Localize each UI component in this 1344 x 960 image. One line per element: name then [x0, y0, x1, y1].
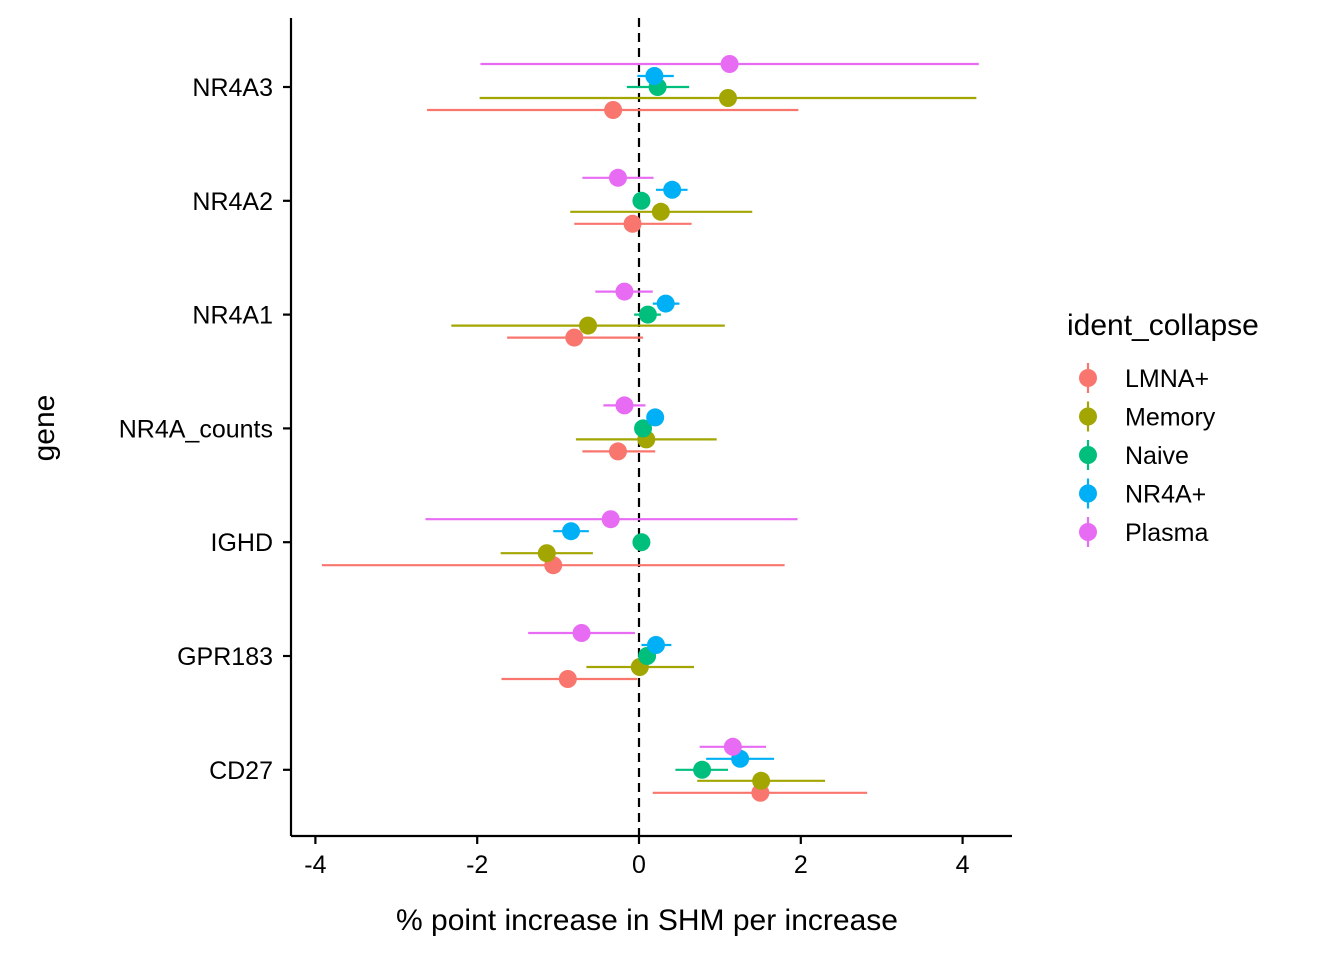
- data-point: [645, 67, 664, 85]
- legend-label: LMNA+: [1125, 365, 1209, 393]
- data-point: [632, 533, 651, 552]
- legend-item: NR4A+: [1079, 478, 1206, 509]
- data-point: [646, 408, 665, 427]
- legend-label: Naive: [1125, 442, 1189, 470]
- legend-items: LMNA+ Memory Naive NR4A+ Plasma: [1079, 363, 1216, 547]
- data-point: [608, 168, 627, 187]
- legend-title: ident_collapse: [1067, 309, 1259, 342]
- legend-key-dot: [1079, 446, 1097, 464]
- legend-item: Naive: [1079, 440, 1189, 470]
- series-lmna-: [321, 101, 868, 802]
- y-tick-label: NR4A2: [192, 188, 273, 216]
- x-axis-title: % point increase in SHM per increase: [396, 904, 898, 937]
- axes: -4 -2 0 2 4 NR4A3 NR4A2 NR4A1 NR4A_counts IGHD GP…: [119, 18, 1012, 879]
- y-tick-label: NR4A1: [192, 302, 273, 330]
- data-point: [615, 396, 634, 415]
- data-point: [632, 191, 651, 210]
- legend-item: LMNA+: [1079, 363, 1209, 393]
- data-point: [718, 89, 737, 107]
- data-point: [615, 282, 634, 301]
- legend-label: Plasma: [1125, 519, 1208, 547]
- data-point: [720, 55, 739, 73]
- y-tick-label: IGHD: [211, 529, 274, 557]
- data-point: [601, 510, 620, 529]
- data-point: [537, 544, 556, 563]
- plot-area: [321, 18, 979, 836]
- data-point: [663, 180, 682, 199]
- data-marks: [321, 55, 979, 802]
- series-nr4a-: [553, 67, 775, 768]
- x-tick-label: 4: [956, 851, 970, 879]
- legend-key-dot: [1079, 369, 1097, 387]
- data-point: [634, 419, 653, 438]
- y-tick-label: GPR183: [177, 643, 273, 671]
- x-tick-label: -4: [304, 851, 326, 879]
- data-point: [723, 737, 742, 756]
- legend-label: Memory: [1125, 404, 1216, 432]
- y-tick-label: NR4A_counts: [119, 415, 273, 443]
- series-memory: [451, 89, 977, 790]
- x-tick-label: 0: [632, 851, 646, 879]
- data-point: [608, 442, 627, 461]
- legend-key-dot: [1079, 407, 1097, 426]
- y-tick-label: CD27: [209, 757, 273, 785]
- data-point: [656, 294, 675, 313]
- series-plasma: [425, 55, 979, 756]
- data-point: [579, 316, 598, 335]
- data-point: [651, 202, 670, 221]
- data-point: [693, 760, 712, 779]
- x-axis-ticks: -4 -2 0 2 4: [304, 836, 970, 879]
- data-point: [638, 305, 657, 324]
- data-point: [623, 214, 642, 233]
- data-point: [565, 328, 584, 347]
- y-axis-title: gene: [28, 395, 61, 462]
- legend-label: NR4A+: [1125, 481, 1206, 509]
- legend-item: Memory: [1079, 401, 1216, 432]
- data-point: [572, 624, 591, 642]
- legend: ident_collapse LMNA+ Memory Naive NR4A+ Plas…: [1067, 309, 1259, 547]
- data-point: [604, 101, 623, 119]
- legend-key-dot: [1079, 484, 1097, 503]
- data-point: [646, 636, 665, 654]
- data-point: [562, 522, 581, 541]
- data-point: [558, 670, 577, 688]
- legend-item: Plasma: [1079, 517, 1208, 547]
- x-tick-label: 2: [794, 851, 808, 879]
- legend-key-dot: [1079, 523, 1097, 541]
- x-tick-label: -2: [466, 851, 488, 879]
- y-tick-label: NR4A3: [192, 74, 273, 102]
- data-point: [752, 771, 771, 790]
- y-axis-ticks: NR4A3 NR4A2 NR4A1 NR4A_counts IGHD GPR183 CD27: [119, 74, 291, 785]
